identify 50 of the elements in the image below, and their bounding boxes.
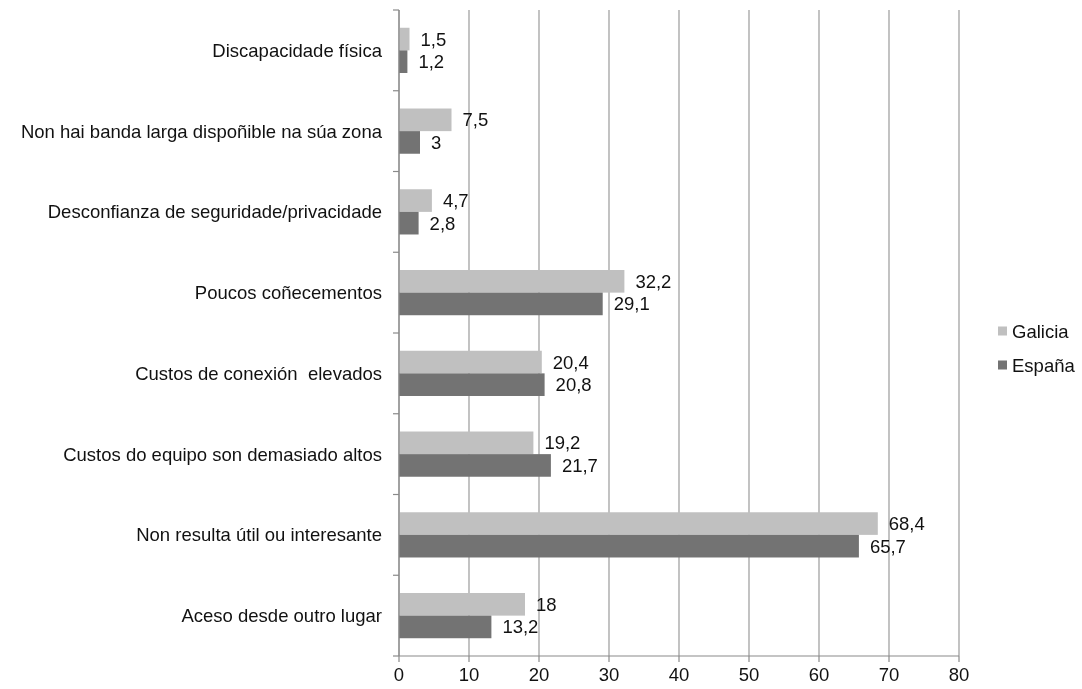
bar xyxy=(399,615,492,639)
bar xyxy=(399,431,534,455)
bar xyxy=(399,593,525,616)
y-tick-label: Custos do equipo son demasiado altos xyxy=(63,443,382,465)
bar xyxy=(399,512,878,535)
y-tick-label: Custos de conexión elevados xyxy=(135,362,382,384)
bar xyxy=(399,27,410,51)
y-tick-label: Non resulta útil ou interesante xyxy=(136,524,382,546)
data-label: 32,2 xyxy=(635,270,672,292)
bar xyxy=(399,350,542,374)
bar xyxy=(399,534,859,558)
data-label: 20,4 xyxy=(552,351,589,373)
x-tick-label: 80 xyxy=(948,663,970,685)
bar xyxy=(399,189,432,212)
x-tick-label: 0 xyxy=(393,663,405,685)
data-label: 2,8 xyxy=(429,212,456,234)
y-tick-label: Discapacidade física xyxy=(212,39,383,61)
data-label: 21,7 xyxy=(561,454,598,476)
bar xyxy=(399,292,603,316)
data-label: 1,5 xyxy=(420,28,447,50)
data-label: 65,7 xyxy=(869,535,906,557)
data-label: 3 xyxy=(431,131,442,153)
data-label: 1,2 xyxy=(418,51,445,73)
legend-label: Galicia xyxy=(1012,320,1070,342)
bar xyxy=(399,270,625,293)
bar xyxy=(399,373,545,396)
y-tick-label: Desconfianza de seguridade/privacidade xyxy=(47,201,382,223)
data-label: 29,1 xyxy=(613,293,650,315)
legend-label: España xyxy=(1012,354,1076,376)
bar xyxy=(399,211,419,235)
data-label: 68,4 xyxy=(888,513,925,535)
y-tick-label: Non hai banda larga dispoñible na súa zona xyxy=(20,120,383,142)
x-tick-label: 70 xyxy=(878,663,900,685)
x-tick-label: 60 xyxy=(808,663,830,685)
x-tick-label: 30 xyxy=(598,663,620,685)
data-label: 18 xyxy=(536,593,557,615)
bar xyxy=(399,108,452,132)
x-tick-label: 20 xyxy=(528,663,550,685)
data-label: 7,5 xyxy=(462,109,489,131)
x-tick-label: 40 xyxy=(668,663,690,685)
data-label: 19,2 xyxy=(544,432,581,454)
bar xyxy=(399,131,420,154)
data-label: 13,2 xyxy=(502,616,539,638)
y-tick-label: Aceso desde outro lugar xyxy=(181,605,382,627)
x-tick-label: 50 xyxy=(738,663,760,685)
data-label: 20,8 xyxy=(555,374,592,396)
y-tick-label: Poucos coñecementos xyxy=(194,282,382,304)
bar xyxy=(399,454,551,477)
data-label: 4,7 xyxy=(442,190,469,212)
x-tick-label: 10 xyxy=(458,663,480,685)
